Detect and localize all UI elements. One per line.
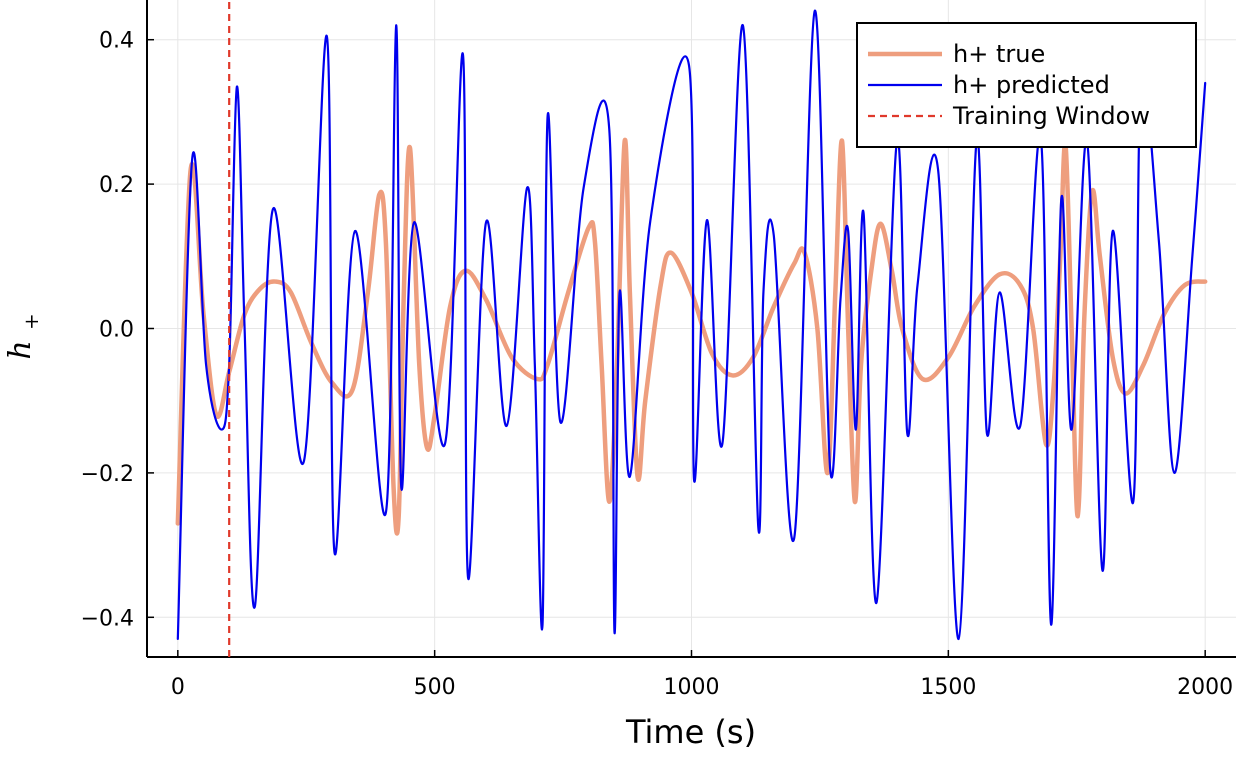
legend-label: Training Window	[952, 102, 1150, 130]
x-tick-label: 1500	[920, 675, 976, 700]
y-axis-title: h +	[3, 313, 43, 359]
y-tick-label: 0.4	[99, 29, 134, 54]
x-tick-label: 2000	[1177, 675, 1233, 700]
y-tick-label: 0.0	[99, 318, 134, 343]
y-axis-title-main: h	[3, 340, 38, 359]
legend: h+ true h+ predicted Training Window	[856, 22, 1197, 148]
legend-label: h+ true	[953, 40, 1045, 68]
ticks: 0 500 1000 1500 2000 −0.4 −0.2 0.0 0.2 0.4	[81, 29, 1234, 700]
x-tick-label: 0	[171, 675, 185, 700]
legend-label: h+ predicted	[953, 71, 1110, 99]
x-tick-label: 500	[414, 675, 456, 700]
y-tick-label: −0.2	[81, 462, 134, 487]
y-axis-title-subscript: +	[19, 313, 43, 330]
y-tick-label: 0.2	[99, 173, 134, 198]
series-layer	[175, 0, 1208, 657]
x-axis-title: Time (s)	[625, 713, 756, 751]
y-tick-label: −0.4	[81, 606, 134, 631]
x-tick-label: 1000	[664, 675, 720, 700]
series-h-predicted	[176, 9, 1207, 641]
